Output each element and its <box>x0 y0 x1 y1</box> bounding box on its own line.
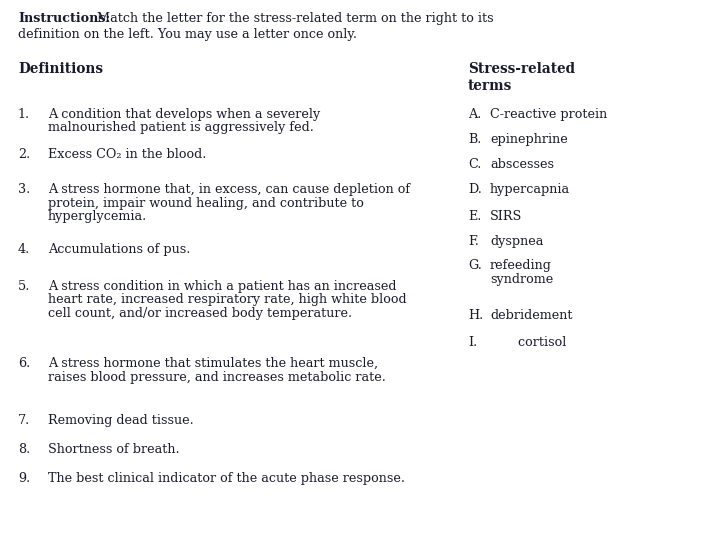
Text: 8.: 8. <box>18 443 30 456</box>
Text: Instructions:: Instructions: <box>18 12 110 25</box>
Text: 4.: 4. <box>18 243 30 256</box>
Text: Accumulations of pus.: Accumulations of pus. <box>48 243 191 256</box>
Text: Shortness of breath.: Shortness of breath. <box>48 443 180 456</box>
Text: 1.: 1. <box>18 108 30 121</box>
Text: epinephrine: epinephrine <box>490 133 568 146</box>
Text: 3.: 3. <box>18 183 30 196</box>
Text: Match the letter for the stress-related term on the right to its: Match the letter for the stress-related … <box>93 12 494 25</box>
Text: Definitions: Definitions <box>18 62 103 76</box>
Text: H.: H. <box>468 309 484 322</box>
Text: SIRS: SIRS <box>490 210 522 223</box>
Text: definition on the left. You may use a letter once only.: definition on the left. You may use a le… <box>18 28 357 41</box>
Text: heart rate, increased respiratory rate, high white blood: heart rate, increased respiratory rate, … <box>48 294 407 306</box>
Text: Removing dead tissue.: Removing dead tissue. <box>48 414 194 427</box>
Text: A condition that develops when a severely: A condition that develops when a severel… <box>48 108 320 121</box>
Text: syndrome: syndrome <box>490 272 553 286</box>
Text: The best clinical indicator of the acute phase response.: The best clinical indicator of the acute… <box>48 472 405 485</box>
Text: cell count, and/or increased body temperature.: cell count, and/or increased body temper… <box>48 307 352 320</box>
Text: cortisol: cortisol <box>490 336 566 349</box>
Text: abscesses: abscesses <box>490 158 554 171</box>
Text: D.: D. <box>468 183 482 196</box>
Text: 9.: 9. <box>18 472 30 485</box>
Text: 5.: 5. <box>18 280 30 293</box>
Text: protein, impair wound healing, and contribute to: protein, impair wound healing, and contr… <box>48 197 364 210</box>
Text: hypercapnia: hypercapnia <box>490 183 570 196</box>
Text: refeeding: refeeding <box>490 259 552 272</box>
Text: 7.: 7. <box>18 414 30 427</box>
Text: C-reactive protein: C-reactive protein <box>490 108 608 121</box>
Text: 6.: 6. <box>18 357 30 370</box>
Text: Excess CO₂ in the blood.: Excess CO₂ in the blood. <box>48 148 207 161</box>
Text: 2.: 2. <box>18 148 30 161</box>
Text: F.: F. <box>468 235 479 248</box>
Text: B.: B. <box>468 133 481 146</box>
Text: A.: A. <box>468 108 481 121</box>
Text: hyperglycemia.: hyperglycemia. <box>48 210 147 223</box>
Text: debridement: debridement <box>490 309 573 322</box>
Text: malnourished patient is aggressively fed.: malnourished patient is aggressively fed… <box>48 122 314 134</box>
Text: G.: G. <box>468 259 482 272</box>
Text: A stress condition in which a patient has an increased: A stress condition in which a patient ha… <box>48 280 397 293</box>
Text: A stress hormone that, in excess, can cause depletion of: A stress hormone that, in excess, can ca… <box>48 183 410 196</box>
Text: A stress hormone that stimulates the heart muscle,: A stress hormone that stimulates the hea… <box>48 357 378 370</box>
Text: Stress-related
terms: Stress-related terms <box>468 62 575 93</box>
Text: I.: I. <box>468 336 477 349</box>
Text: dyspnea: dyspnea <box>490 235 543 248</box>
Text: E.: E. <box>468 210 481 223</box>
Text: C.: C. <box>468 158 481 171</box>
Text: raises blood pressure, and increases metabolic rate.: raises blood pressure, and increases met… <box>48 371 386 383</box>
